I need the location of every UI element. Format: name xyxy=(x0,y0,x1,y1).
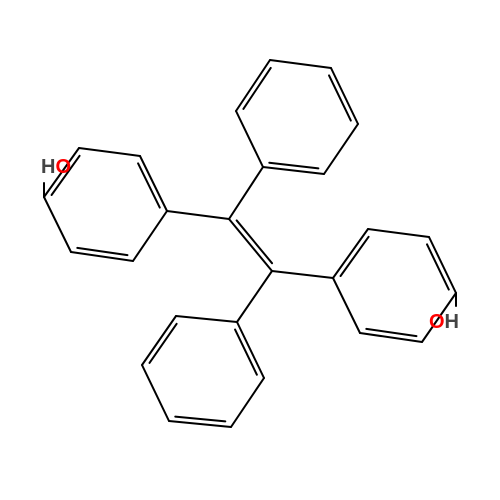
hydroxyl-right: OH xyxy=(429,311,459,333)
molecule-diagram: HO OH xyxy=(0,0,500,500)
hydroxyl-left: HO xyxy=(41,156,71,178)
